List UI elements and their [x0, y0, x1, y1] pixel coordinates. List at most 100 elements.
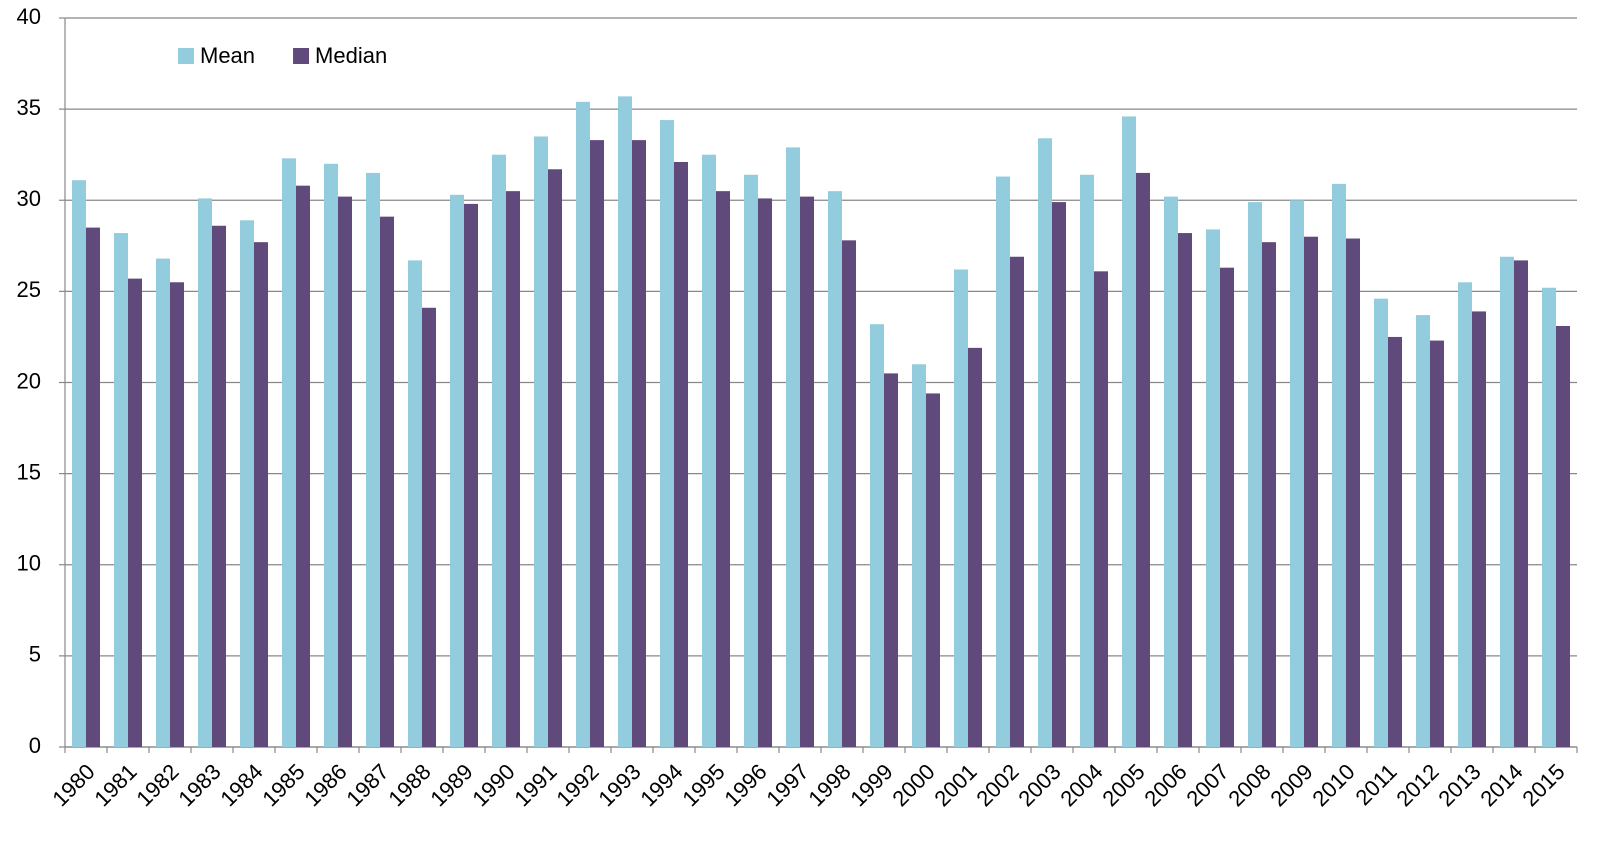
- y-tick-label: 40: [17, 4, 41, 29]
- x-tick-label: 2003: [1013, 759, 1065, 811]
- bar: [926, 393, 940, 747]
- x-tick-label: 1990: [467, 759, 519, 811]
- x-tick-label: 2013: [1433, 759, 1485, 811]
- bar: [1304, 236, 1318, 747]
- bar: [1542, 287, 1556, 747]
- bar: [254, 242, 268, 748]
- bar: [870, 324, 884, 747]
- bar: [450, 194, 464, 748]
- bar: [1374, 298, 1388, 747]
- y-tick-label: 30: [17, 186, 41, 211]
- bar: [338, 196, 352, 748]
- x-tick-label: 1986: [299, 759, 351, 811]
- bar: [1388, 336, 1402, 747]
- x-tick-label: 1991: [509, 759, 561, 811]
- bar: [632, 140, 646, 748]
- bar: [408, 260, 422, 747]
- bar: [828, 191, 842, 747]
- x-tick-label: 1980: [47, 759, 99, 811]
- x-tick-label: 2008: [1223, 759, 1275, 811]
- x-tick-label: 1997: [761, 759, 813, 811]
- y-tick-label: 10: [17, 551, 41, 576]
- bar: [674, 161, 688, 748]
- bar: [842, 240, 856, 747]
- bar: [128, 278, 142, 747]
- bar: [576, 101, 590, 747]
- bar: [1500, 256, 1514, 747]
- x-tick-label: 1983: [173, 759, 225, 811]
- bar: [1416, 315, 1430, 747]
- x-tick-label: 2004: [1055, 759, 1107, 811]
- bar: [702, 154, 716, 747]
- bar: [800, 196, 814, 748]
- bar: [1038, 138, 1052, 747]
- bar: [912, 364, 926, 747]
- x-tick-label: 2009: [1265, 759, 1317, 811]
- bar: [506, 191, 520, 747]
- bar: [1220, 267, 1234, 747]
- x-tick-label: 1988: [383, 759, 435, 811]
- bar: [954, 269, 968, 747]
- x-tick-label: 2014: [1475, 759, 1527, 811]
- x-tick-label: 2012: [1391, 759, 1443, 811]
- x-tick-label: 2006: [1139, 759, 1191, 811]
- y-tick-label: 35: [17, 95, 41, 120]
- legend-label: Median: [315, 43, 387, 68]
- bar: [716, 191, 730, 747]
- bar: [1514, 260, 1528, 747]
- y-tick-label: 0: [29, 733, 41, 758]
- bar: [240, 220, 254, 748]
- bar: [422, 307, 436, 747]
- bar: [1430, 340, 1444, 747]
- y-tick-label: 20: [17, 368, 41, 393]
- bar: [1136, 172, 1150, 748]
- x-tick-label: 1995: [677, 759, 729, 811]
- x-tick-label: 1981: [89, 759, 141, 811]
- y-tick-label: 15: [17, 459, 41, 484]
- bar: [1248, 202, 1262, 747]
- legend-label: Mean: [200, 43, 255, 68]
- x-tick-label: 1987: [341, 759, 393, 811]
- x-tick-label: 1998: [803, 759, 855, 811]
- bar: [324, 163, 338, 748]
- bar: [114, 233, 128, 747]
- x-tick-label: 1999: [845, 759, 897, 811]
- y-tick-label: 25: [17, 277, 41, 302]
- bar: [996, 176, 1010, 747]
- bar: [156, 258, 170, 747]
- bar: [366, 172, 380, 748]
- x-tick-label: 2002: [971, 759, 1023, 811]
- bar: [212, 225, 226, 747]
- bar: [170, 282, 184, 747]
- bar: [968, 347, 982, 747]
- bar: [660, 120, 674, 747]
- bar: [1332, 183, 1346, 747]
- legend-swatch: [293, 48, 310, 64]
- x-tick-label: 1992: [551, 759, 603, 811]
- bar: [1290, 200, 1304, 747]
- x-tick-label: 1994: [635, 759, 687, 811]
- bar: [296, 185, 310, 748]
- x-tick-label: 1996: [719, 759, 771, 811]
- bar: [380, 216, 394, 748]
- x-tick-label: 1993: [593, 759, 645, 811]
- bar: [1122, 116, 1136, 748]
- x-tick-label: 1985: [257, 759, 309, 811]
- y-tick-label: 5: [29, 642, 41, 667]
- bar: [1010, 256, 1024, 747]
- bar: [86, 227, 100, 747]
- x-tick-label: 2000: [887, 759, 939, 811]
- x-tick-label: 2007: [1181, 759, 1233, 811]
- x-tick-label: 2015: [1517, 759, 1569, 811]
- x-tick-label: 1989: [425, 759, 477, 811]
- bar: [618, 96, 632, 748]
- bar: [1472, 311, 1486, 747]
- bar: [1556, 326, 1570, 747]
- bar: [1080, 174, 1094, 748]
- bar: [590, 140, 604, 748]
- x-tick-label: 2001: [929, 759, 981, 811]
- bar: [1206, 229, 1220, 747]
- x-tick-label: 1984: [215, 759, 267, 811]
- bar: [534, 136, 548, 747]
- x-tick-label: 2011: [1351, 759, 1402, 810]
